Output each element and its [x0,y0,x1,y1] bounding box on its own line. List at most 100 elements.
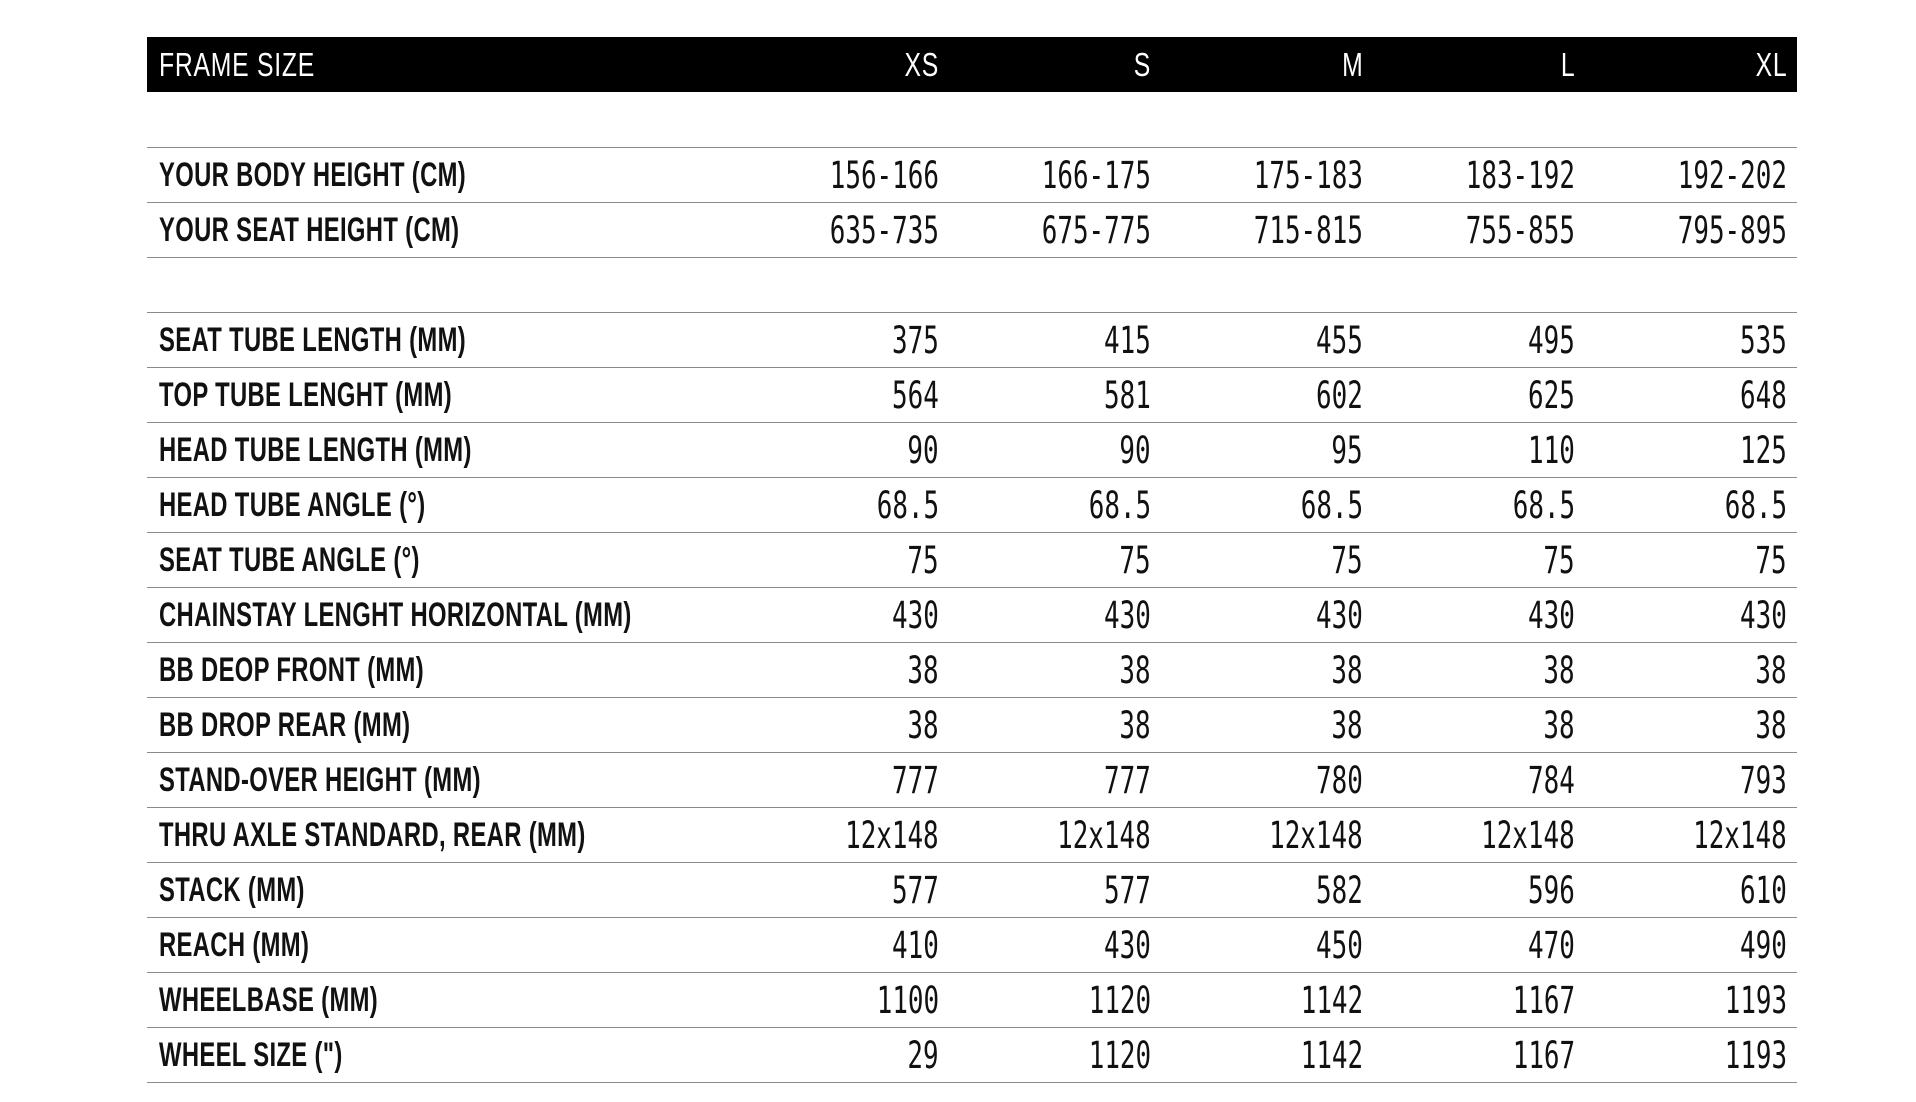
cell-value: 38 [949,649,1161,692]
row-label-cell: WHEEL SIZE (") [147,1036,737,1075]
cell-value-text: 596 [1528,868,1575,912]
table-row: SEAT TUBE LENGTH (MM) 375 415 455 495 535 [147,313,1797,368]
row-label: BB DROP REAR (MM) [159,705,411,744]
cell-value: 430 [949,594,1161,637]
cell-value-text: 68.5 [1512,483,1575,527]
cell-value-text: 450 [1316,923,1363,967]
cell-value: 635-735 [737,209,949,252]
cell-value-text: 648 [1740,373,1787,417]
size-column-header: XL [1585,46,1797,84]
cell-value: 38 [1161,649,1373,692]
row-label-cell: THRU AXLE STANDARD, REAR (MM) [147,816,737,855]
cell-value: 38 [737,649,949,692]
row-label: THRU AXLE STANDARD, REAR (MM) [159,815,586,854]
size-column-label: M [1341,45,1363,83]
table-row: YOUR SEAT HEIGHT (CM) 635-735 675-775 715-… [147,203,1797,258]
table-header-bar: FRAME SIZE XS S M L XL [147,37,1797,92]
row-label: WHEEL SIZE (") [159,1035,343,1074]
cell-value-text: 1167 [1512,1033,1575,1077]
cell-value: 625 [1373,374,1585,417]
cell-value: 582 [1161,869,1373,912]
cell-value-text: 793 [1740,758,1787,802]
cell-value: 38 [1585,704,1797,747]
cell-value-text: 166-175 [1041,153,1151,197]
cell-value: 581 [949,374,1161,417]
cell-value-text: 75 [1543,538,1575,582]
cell-value-text: 1120 [1088,1033,1151,1077]
cell-value: 125 [1585,429,1797,472]
cell-value-text: 430 [1528,593,1575,637]
cell-value-text: 625 [1528,373,1575,417]
cell-value-text: 38 [1755,703,1787,747]
table-row: WHEEL SIZE (") 29 1120 1142 1167 1193 [147,1028,1797,1083]
cell-value-text: 577 [892,868,939,912]
cell-value-text: 430 [1740,593,1787,637]
cell-value-text: 602 [1316,373,1363,417]
cell-value: 75 [949,539,1161,582]
cell-value: 577 [737,869,949,912]
cell-value: 38 [1373,704,1585,747]
cell-value-text: 1120 [1088,978,1151,1022]
cell-value: 29 [737,1034,949,1077]
cell-value-text: 490 [1740,923,1787,967]
cell-value: 430 [737,594,949,637]
cell-value-text: 125 [1740,428,1787,472]
cell-value: 410 [737,924,949,967]
cell-value-text: 1167 [1512,978,1575,1022]
cell-value-text: 430 [1104,923,1151,967]
cell-value: 110 [1373,429,1585,472]
cell-value: 68.5 [737,484,949,527]
cell-value-text: 12x148 [1057,813,1151,857]
cell-value: 38 [1373,649,1585,692]
cell-value-text: 68.5 [1300,483,1363,527]
cell-value: 784 [1373,759,1585,802]
cell-value-text: 470 [1528,923,1575,967]
cell-value: 68.5 [949,484,1161,527]
row-label: YOUR SEAT HEIGHT (CM) [159,210,460,249]
cell-value-text: 535 [1740,318,1787,362]
cell-value: 1120 [949,979,1161,1022]
row-label-cell: BB DEOP FRONT (MM) [147,651,737,690]
cell-value-text: 581 [1104,373,1151,417]
cell-value: 1100 [737,979,949,1022]
cell-value-text: 455 [1316,318,1363,362]
cell-value-text: 564 [892,373,939,417]
cell-value: 166-175 [949,154,1161,197]
row-label-cell: CHAINSTAY LENGHT HORIZONTAL (MM) [147,596,737,635]
cell-value: 95 [1161,429,1373,472]
cell-value-text: 375 [892,318,939,362]
section-rider-fit: YOUR BODY HEIGHT (CM) 156-166 166-175 175-… [147,147,1797,258]
cell-value: 610 [1585,869,1797,912]
section-frame-geometry: SEAT TUBE LENGTH (MM) 375 415 455 495 535 TO… [147,312,1797,1083]
cell-value: 535 [1585,319,1797,362]
cell-value-text: 95 [1331,428,1363,472]
cell-value: 1167 [1373,1034,1585,1077]
cell-value-text: 495 [1528,318,1575,362]
cell-value: 12x148 [1373,814,1585,857]
row-label-cell: REACH (MM) [147,926,737,965]
cell-value-text: 410 [892,923,939,967]
cell-value: 415 [949,319,1161,362]
table-title: FRAME SIZE [159,45,316,83]
cell-value: 1142 [1161,1034,1373,1077]
cell-value-text: 90 [1119,428,1151,472]
cell-value-text: 38 [907,703,939,747]
table-row: THRU AXLE STANDARD, REAR (MM) 12x148 12x1… [147,808,1797,863]
cell-value-text: 38 [907,648,939,692]
cell-value: 455 [1161,319,1373,362]
cell-value-text: 780 [1316,758,1363,802]
table-row: SEAT TUBE ANGLE (°) 75 75 75 75 75 [147,533,1797,588]
table-row: WHEELBASE (MM) 1100 1120 1142 1167 1193 [147,973,1797,1028]
row-label: BB DEOP FRONT (MM) [159,650,425,689]
cell-value-text: 1142 [1300,1033,1363,1077]
cell-value: 780 [1161,759,1373,802]
cell-value: 490 [1585,924,1797,967]
cell-value: 90 [949,429,1161,472]
table-row: BB DROP REAR (MM) 38 38 38 38 38 [147,698,1797,753]
cell-value: 715-815 [1161,209,1373,252]
row-label: SEAT TUBE ANGLE (°) [159,540,420,579]
cell-value: 12x148 [737,814,949,857]
table-row: STAND-OVER HEIGHT (MM) 777 777 780 784 793 [147,753,1797,808]
cell-value: 602 [1161,374,1373,417]
row-label-cell: YOUR SEAT HEIGHT (CM) [147,211,737,250]
